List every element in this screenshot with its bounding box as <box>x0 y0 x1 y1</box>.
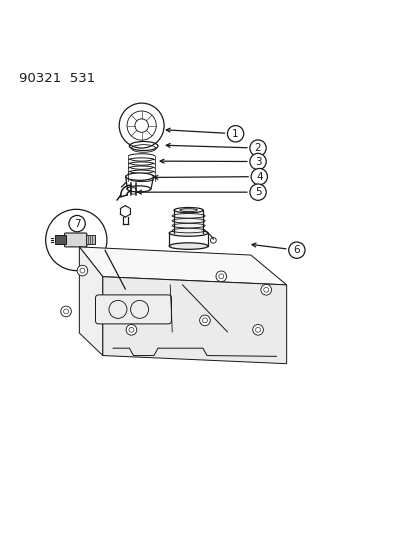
Text: 5: 5 <box>254 187 261 197</box>
FancyBboxPatch shape <box>95 295 171 324</box>
Circle shape <box>249 154 266 169</box>
Polygon shape <box>84 254 113 348</box>
Text: 90321  531: 90321 531 <box>19 72 95 85</box>
Ellipse shape <box>172 223 204 228</box>
Ellipse shape <box>169 230 207 236</box>
Ellipse shape <box>169 243 207 249</box>
Ellipse shape <box>173 207 203 213</box>
Ellipse shape <box>127 186 150 192</box>
Circle shape <box>252 325 263 335</box>
Polygon shape <box>79 247 102 356</box>
Circle shape <box>216 271 226 281</box>
Circle shape <box>126 325 136 335</box>
FancyBboxPatch shape <box>64 233 87 247</box>
Circle shape <box>227 126 243 142</box>
Bar <box>55 236 66 245</box>
Circle shape <box>288 242 304 259</box>
Ellipse shape <box>172 219 204 223</box>
Circle shape <box>249 184 266 200</box>
Ellipse shape <box>172 214 204 218</box>
Circle shape <box>61 306 71 317</box>
Circle shape <box>210 238 216 243</box>
Circle shape <box>249 140 266 156</box>
Ellipse shape <box>180 209 197 212</box>
Circle shape <box>251 168 267 185</box>
Text: 2: 2 <box>254 143 261 153</box>
Ellipse shape <box>172 228 204 233</box>
Circle shape <box>260 285 271 295</box>
Polygon shape <box>102 277 286 364</box>
Circle shape <box>77 265 88 276</box>
Text: 7: 7 <box>74 219 80 229</box>
Bar <box>85 236 95 245</box>
Polygon shape <box>113 277 276 357</box>
Polygon shape <box>84 254 276 285</box>
Ellipse shape <box>126 173 153 180</box>
Text: 6: 6 <box>293 245 299 255</box>
Polygon shape <box>79 247 286 285</box>
Circle shape <box>69 215 85 232</box>
Circle shape <box>199 315 210 326</box>
Text: 1: 1 <box>232 129 238 139</box>
Text: 4: 4 <box>255 172 262 182</box>
Text: 3: 3 <box>254 157 261 166</box>
